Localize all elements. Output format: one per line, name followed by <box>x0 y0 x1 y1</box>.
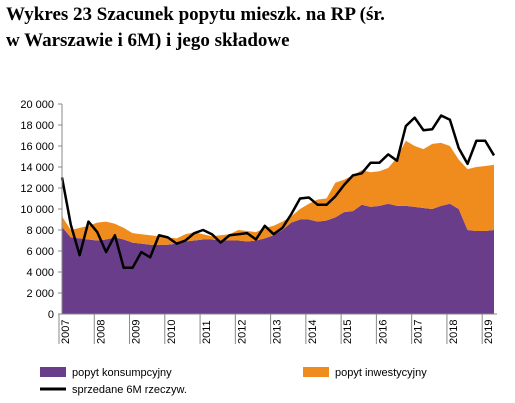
x-tick-label: 2011 <box>201 320 213 344</box>
legend-label: sprzedane 6M rzeczyw. <box>72 384 187 396</box>
legend-swatch <box>40 367 66 377</box>
y-tick-label: 20 000 <box>20 99 54 111</box>
legend-label: popyt konsumpcyjny <box>72 367 172 379</box>
y-tick-label: 16 000 <box>20 141 54 153</box>
x-tick-label: 2017 <box>413 320 425 344</box>
x-tick-label: 2016 <box>377 320 389 344</box>
x-tick-label: 2012 <box>236 320 248 344</box>
chart-title: Wykres 23 Szacunek popytu mieszk. na RP … <box>6 4 385 25</box>
y-tick-label: 4 000 <box>26 267 54 279</box>
area <box>62 203 494 314</box>
x-tick-label: 2009 <box>131 320 143 344</box>
x-tick-label: 2010 <box>166 320 178 344</box>
x-tick-label: 2018 <box>448 320 460 344</box>
line <box>60 114 496 270</box>
x-tick-label: 2019 <box>483 320 495 344</box>
chart-title: w Warszawie i 6M) i jego składowe <box>6 30 290 51</box>
x-tick-label: 2015 <box>342 320 354 344</box>
y-tick-label: 6 000 <box>26 246 54 258</box>
legend-swatch <box>303 367 329 377</box>
area <box>62 140 494 245</box>
x-tick-label: 2014 <box>307 320 319 344</box>
y-tick-label: 18 000 <box>20 120 54 132</box>
legend-label: popyt inwestycyjny <box>335 367 427 379</box>
x-tick-label: 2013 <box>272 320 284 344</box>
y-tick-label: 12 000 <box>20 183 54 195</box>
y-tick-label: 14 000 <box>20 162 54 174</box>
x-tick-label: 2007 <box>60 320 72 344</box>
y-tick-label: 0 <box>48 309 54 321</box>
y-tick-label: 8 000 <box>26 225 54 237</box>
y-tick-label: 2 000 <box>26 288 54 300</box>
y-tick-label: 10 000 <box>20 204 54 216</box>
x-tick-label: 2008 <box>95 320 107 344</box>
